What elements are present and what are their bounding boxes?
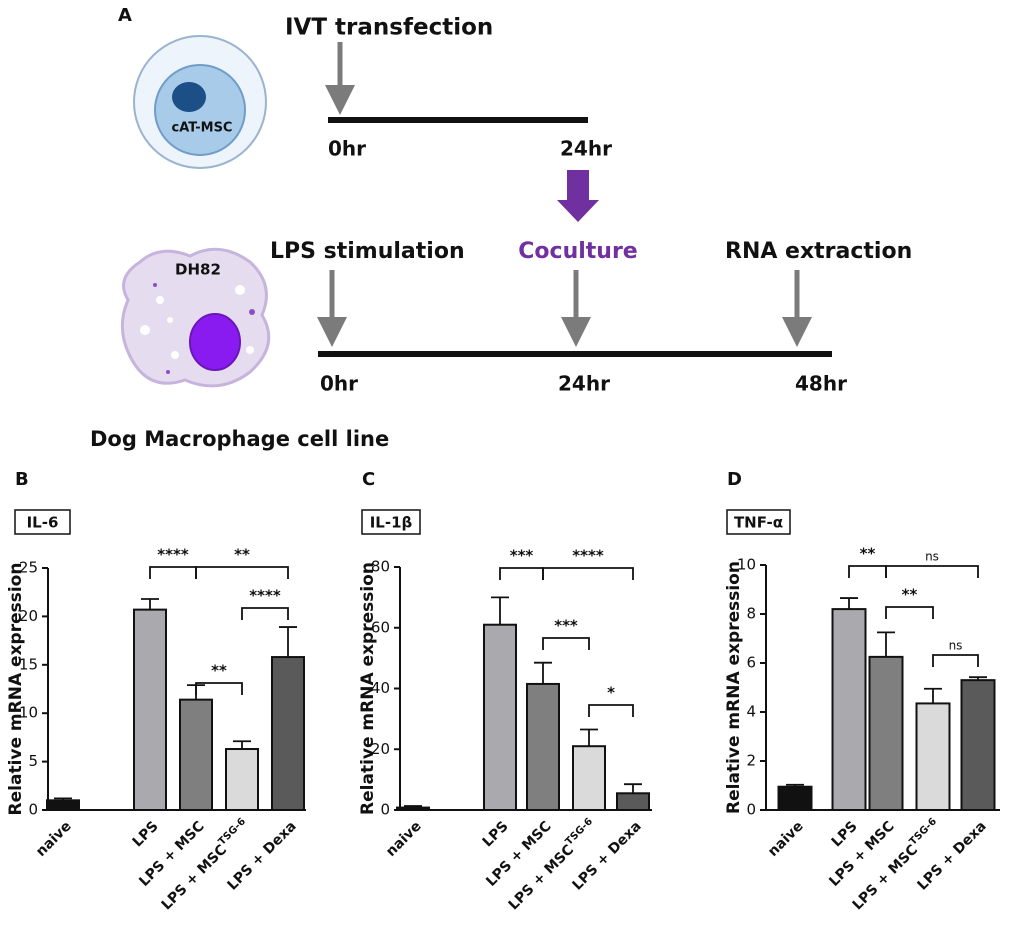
y-tick-label: 2 — [746, 752, 756, 770]
y-tick-label: 10 — [737, 556, 756, 574]
significance-bracket — [885, 606, 934, 619]
step-label: RNA extraction — [725, 239, 912, 264]
chart-title: TNF-α — [734, 514, 783, 532]
nucleus — [172, 82, 206, 112]
bar — [915, 702, 951, 811]
title-box — [726, 509, 791, 535]
y-tick-label: 20 — [19, 607, 38, 625]
nucleus — [189, 313, 241, 371]
title-box — [14, 509, 71, 535]
significance-bracket — [149, 566, 197, 579]
significance-label: ** — [211, 662, 227, 680]
bar — [831, 608, 867, 811]
y-tick-label: 4 — [746, 703, 756, 721]
x-tick-label: naive — [33, 818, 75, 860]
panel-label: D — [727, 469, 742, 490]
y-axis-label: Relative mRNA expression — [6, 563, 26, 816]
bar — [133, 608, 167, 812]
chart-title: IL-6 — [27, 514, 59, 532]
significance-bracket — [195, 566, 289, 579]
title-box — [361, 509, 421, 535]
y-axis-label: Relative mRNA expression — [724, 561, 744, 814]
x-tick-label: naive — [765, 818, 807, 860]
time-label: 0hr — [328, 137, 366, 161]
x-tick-label: LPS — [829, 818, 861, 850]
y-tick-label: 8 — [746, 605, 756, 623]
y-tick-label: 40 — [371, 679, 390, 697]
bar — [616, 792, 650, 812]
y-tick-label: 80 — [371, 558, 390, 576]
bar — [572, 745, 606, 812]
significance-bracket — [195, 682, 243, 695]
significance-label: **** — [249, 587, 281, 605]
y-tick-label: 0 — [380, 801, 390, 819]
y-tick-label: 0 — [28, 801, 38, 819]
step-label: LPS stimulation — [270, 239, 465, 264]
y-tick-label: 6 — [746, 654, 756, 672]
cell-label: DH82 — [175, 261, 221, 279]
bar — [868, 655, 904, 811]
step-label: IVT transfection — [285, 15, 493, 41]
y-tick-label: 25 — [19, 559, 38, 577]
time-label: 24hr — [560, 137, 612, 161]
category-superscript: TSG-6 — [564, 816, 595, 847]
step-label: Coculture — [518, 239, 637, 264]
time-label: 0hr — [320, 372, 358, 396]
significance-label: * — [607, 684, 615, 702]
panel-label: C — [362, 469, 375, 490]
significance-label: ** — [234, 546, 250, 564]
significance-bracket — [848, 565, 887, 578]
significance-label: **** — [572, 547, 604, 565]
panel-label: A — [118, 5, 132, 26]
y-axis-label: Relative mRNA expression — [358, 562, 378, 815]
bar — [526, 682, 560, 811]
bar — [396, 806, 430, 812]
significance-label: ** — [860, 545, 876, 563]
purple-arrow — [557, 170, 599, 222]
bar — [271, 656, 305, 812]
bar — [777, 785, 813, 811]
category-superscript: TSG-6 — [908, 816, 939, 847]
caption: Dog Macrophage cell line — [90, 427, 389, 451]
time-label: 48hr — [795, 372, 847, 396]
time-label: 24hr — [558, 372, 610, 396]
panel-label: B — [15, 469, 29, 490]
y-tick-label: 20 — [371, 740, 390, 758]
significance-bracket — [588, 704, 634, 717]
significance-label: *** — [510, 547, 534, 565]
y-tick-label: 5 — [28, 752, 38, 770]
significance-bracket — [885, 565, 979, 578]
bar — [46, 799, 80, 812]
significance-bracket — [932, 654, 979, 667]
y-tick-label: 10 — [19, 704, 38, 722]
significance-bracket — [542, 567, 634, 580]
x-tick-label: LPS — [480, 818, 512, 850]
chart-title: IL-1β — [370, 514, 413, 532]
significance-label: ns — [949, 639, 963, 653]
bar — [960, 679, 996, 812]
significance-bracket — [499, 567, 544, 580]
bar — [179, 698, 213, 812]
significance-bracket — [241, 607, 289, 620]
significance-label: ** — [902, 586, 918, 604]
cell-inner — [154, 64, 246, 156]
bar — [225, 748, 259, 811]
significance-label: ns — [925, 550, 939, 564]
y-tick-label: 0 — [746, 801, 756, 819]
x-tick-label: naive — [383, 818, 425, 860]
y-tick-label: 15 — [19, 655, 38, 673]
bar — [483, 623, 517, 812]
significance-bracket — [542, 637, 590, 650]
y-tick-label: 60 — [371, 618, 390, 636]
x-tick-label: LPS — [130, 818, 162, 850]
significance-label: *** — [554, 617, 578, 635]
significance-label: **** — [157, 546, 189, 564]
category-superscript: TSG-6 — [217, 816, 248, 847]
cell-label: cAT-MSC — [172, 121, 233, 136]
